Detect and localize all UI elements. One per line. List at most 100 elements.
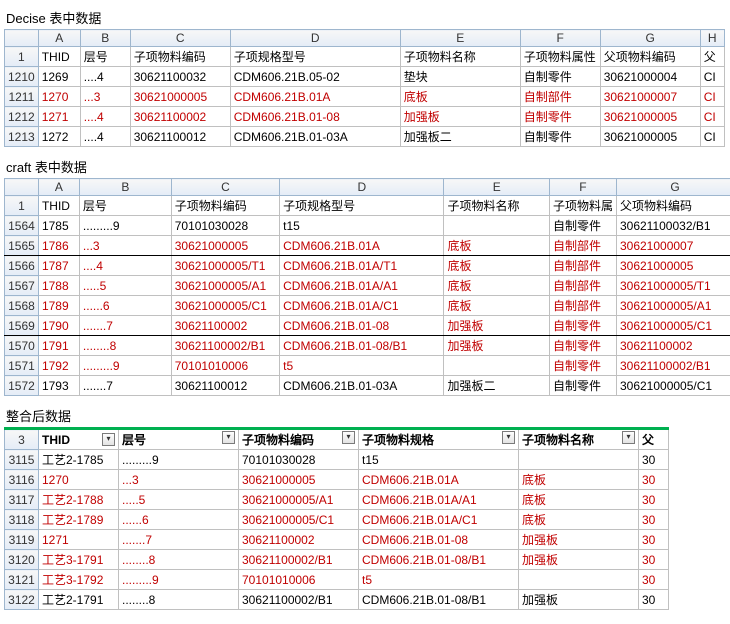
data-cell[interactable]: ...3 bbox=[119, 470, 239, 490]
data-cell[interactable]: CDM606.21B.05-02 bbox=[230, 67, 400, 87]
header-cell[interactable]: 父 bbox=[700, 47, 724, 67]
data-cell[interactable]: ........8 bbox=[79, 336, 171, 356]
data-cell[interactable]: 1271 bbox=[39, 530, 119, 550]
data-cell[interactable]: 1272 bbox=[38, 127, 80, 147]
data-cell[interactable]: 自制部件 bbox=[549, 296, 616, 316]
data-cell[interactable]: 工艺2-1791 bbox=[39, 590, 119, 610]
data-cell[interactable]: ....4 bbox=[79, 256, 171, 276]
data-cell[interactable]: 自制零件 bbox=[549, 376, 616, 396]
header-cell[interactable]: 层号 bbox=[80, 47, 130, 67]
data-cell[interactable]: 30 bbox=[639, 470, 669, 490]
row-header[interactable]: 1213 bbox=[5, 127, 39, 147]
data-cell[interactable]: 加强板 bbox=[519, 530, 639, 550]
filter-header-cell[interactable]: 子项物料名称▾ bbox=[519, 429, 639, 450]
data-cell[interactable]: 30621000005 bbox=[239, 470, 359, 490]
data-cell[interactable]: 1793 bbox=[38, 376, 79, 396]
row-header[interactable]: 1567 bbox=[5, 276, 39, 296]
filter-dropdown-icon[interactable]: ▾ bbox=[102, 433, 115, 446]
col-header[interactable]: A bbox=[38, 30, 80, 47]
data-cell[interactable]: CDM606.21B.01A/C1 bbox=[359, 510, 519, 530]
data-cell[interactable]: 30621000007 bbox=[616, 236, 730, 256]
data-cell[interactable]: 30 bbox=[639, 530, 669, 550]
data-cell[interactable]: CDM606.21B.01-08/B1 bbox=[359, 590, 519, 610]
data-cell[interactable]: 30621100032/B1 bbox=[616, 216, 730, 236]
data-cell[interactable]: CDM606.21B.01-08/B1 bbox=[280, 336, 444, 356]
data-cell[interactable]: 30621100002 bbox=[171, 316, 279, 336]
header-cell[interactable]: 子项物料属性 bbox=[520, 47, 600, 67]
data-cell[interactable]: 30 bbox=[639, 590, 669, 610]
data-cell[interactable]: 自制部件 bbox=[549, 256, 616, 276]
data-cell[interactable]: 30621000005/C1 bbox=[239, 510, 359, 530]
corner-cell[interactable] bbox=[5, 30, 39, 47]
data-cell[interactable]: CI bbox=[700, 107, 724, 127]
row-header[interactable]: 3120 bbox=[5, 550, 39, 570]
row-header[interactable]: 1566 bbox=[5, 256, 39, 276]
filter-header-cell[interactable]: 子项物料规格▾ bbox=[359, 429, 519, 450]
data-cell[interactable]: 1788 bbox=[38, 276, 79, 296]
data-cell[interactable]: 加强板 bbox=[519, 590, 639, 610]
data-cell[interactable]: CDM606.21B.01A/A1 bbox=[359, 490, 519, 510]
data-cell[interactable]: 30 bbox=[639, 570, 669, 590]
data-cell[interactable]: 1787 bbox=[38, 256, 79, 276]
data-cell[interactable]: 30621000005 bbox=[171, 236, 279, 256]
data-cell[interactable]: 底板 bbox=[519, 490, 639, 510]
data-cell[interactable]: 底板 bbox=[444, 276, 549, 296]
row-header[interactable]: 1 bbox=[5, 47, 39, 67]
data-cell[interactable]: 30621000005 bbox=[616, 256, 730, 276]
data-cell[interactable]: CDM606.21B.01A/C1 bbox=[280, 296, 444, 316]
data-cell[interactable]: 自制零件 bbox=[549, 356, 616, 376]
data-cell[interactable]: 工艺2-1788 bbox=[39, 490, 119, 510]
filter-dropdown-icon[interactable]: ▾ bbox=[622, 431, 635, 444]
col-header[interactable]: F bbox=[549, 179, 616, 196]
data-cell[interactable]: 30621000005 bbox=[600, 107, 700, 127]
data-cell[interactable]: 自制零件 bbox=[549, 216, 616, 236]
row-header[interactable]: 1211 bbox=[5, 87, 39, 107]
data-cell[interactable]: 1270 bbox=[39, 470, 119, 490]
row-header[interactable]: 3117 bbox=[5, 490, 39, 510]
data-cell[interactable]: CDM606.21B.01-08 bbox=[280, 316, 444, 336]
col-header[interactable]: G bbox=[600, 30, 700, 47]
data-cell[interactable]: t15 bbox=[359, 450, 519, 470]
data-cell[interactable]: CDM606.21B.01A bbox=[230, 87, 400, 107]
data-cell[interactable]: 30621000004 bbox=[600, 67, 700, 87]
data-cell[interactable]: 工艺3-1792 bbox=[39, 570, 119, 590]
filter-header-cell[interactable]: THID▾ bbox=[39, 429, 119, 450]
col-header[interactable]: G bbox=[616, 179, 730, 196]
data-cell[interactable]: 自制零件 bbox=[549, 336, 616, 356]
header-cell[interactable]: 父项物料编码 bbox=[600, 47, 700, 67]
data-cell[interactable]: 30621000005/T1 bbox=[171, 256, 279, 276]
data-cell[interactable]: t5 bbox=[359, 570, 519, 590]
row-header[interactable]: 3122 bbox=[5, 590, 39, 610]
data-cell[interactable]: CDM606.21B.01-08 bbox=[230, 107, 400, 127]
data-cell[interactable]: 30621000005 bbox=[600, 127, 700, 147]
data-cell[interactable]: 加强板 bbox=[444, 336, 549, 356]
header-cell[interactable]: 子项物料名称 bbox=[444, 196, 549, 216]
data-cell[interactable]: .........9 bbox=[79, 216, 171, 236]
data-cell[interactable]: .......7 bbox=[79, 316, 171, 336]
data-cell[interactable]: 30621000005/A1 bbox=[171, 276, 279, 296]
row-header[interactable]: 1565 bbox=[5, 236, 39, 256]
row-header[interactable]: 1 bbox=[5, 196, 39, 216]
data-cell[interactable]: 30621100002 bbox=[616, 336, 730, 356]
data-cell[interactable]: 30621100002/B1 bbox=[239, 550, 359, 570]
data-cell[interactable]: CDM606.21B.01-03A bbox=[280, 376, 444, 396]
data-cell[interactable]: ........8 bbox=[119, 550, 239, 570]
data-cell[interactable]: 加强板 bbox=[400, 107, 520, 127]
data-cell[interactable]: ...3 bbox=[80, 87, 130, 107]
data-cell[interactable]: 加强板二 bbox=[400, 127, 520, 147]
corner-cell[interactable] bbox=[5, 179, 39, 196]
data-cell[interactable]: 30621000005/A1 bbox=[616, 296, 730, 316]
row-header[interactable]: 1570 bbox=[5, 336, 39, 356]
data-cell[interactable]: 自制部件 bbox=[549, 276, 616, 296]
data-cell[interactable]: 30621000005/C1 bbox=[616, 316, 730, 336]
data-cell[interactable]: 30621100002/B1 bbox=[616, 356, 730, 376]
data-cell[interactable]: 加强板二 bbox=[444, 376, 549, 396]
header-cell[interactable]: 子项规格型号 bbox=[280, 196, 444, 216]
data-cell[interactable]: 工艺2-1789 bbox=[39, 510, 119, 530]
data-cell[interactable]: 1790 bbox=[38, 316, 79, 336]
data-cell[interactable]: 30621000005/T1 bbox=[616, 276, 730, 296]
data-cell[interactable]: .......7 bbox=[79, 376, 171, 396]
data-cell[interactable]: 工艺3-1791 bbox=[39, 550, 119, 570]
header-cell[interactable]: 子项物料编码 bbox=[130, 47, 230, 67]
data-cell[interactable]: .......7 bbox=[119, 530, 239, 550]
